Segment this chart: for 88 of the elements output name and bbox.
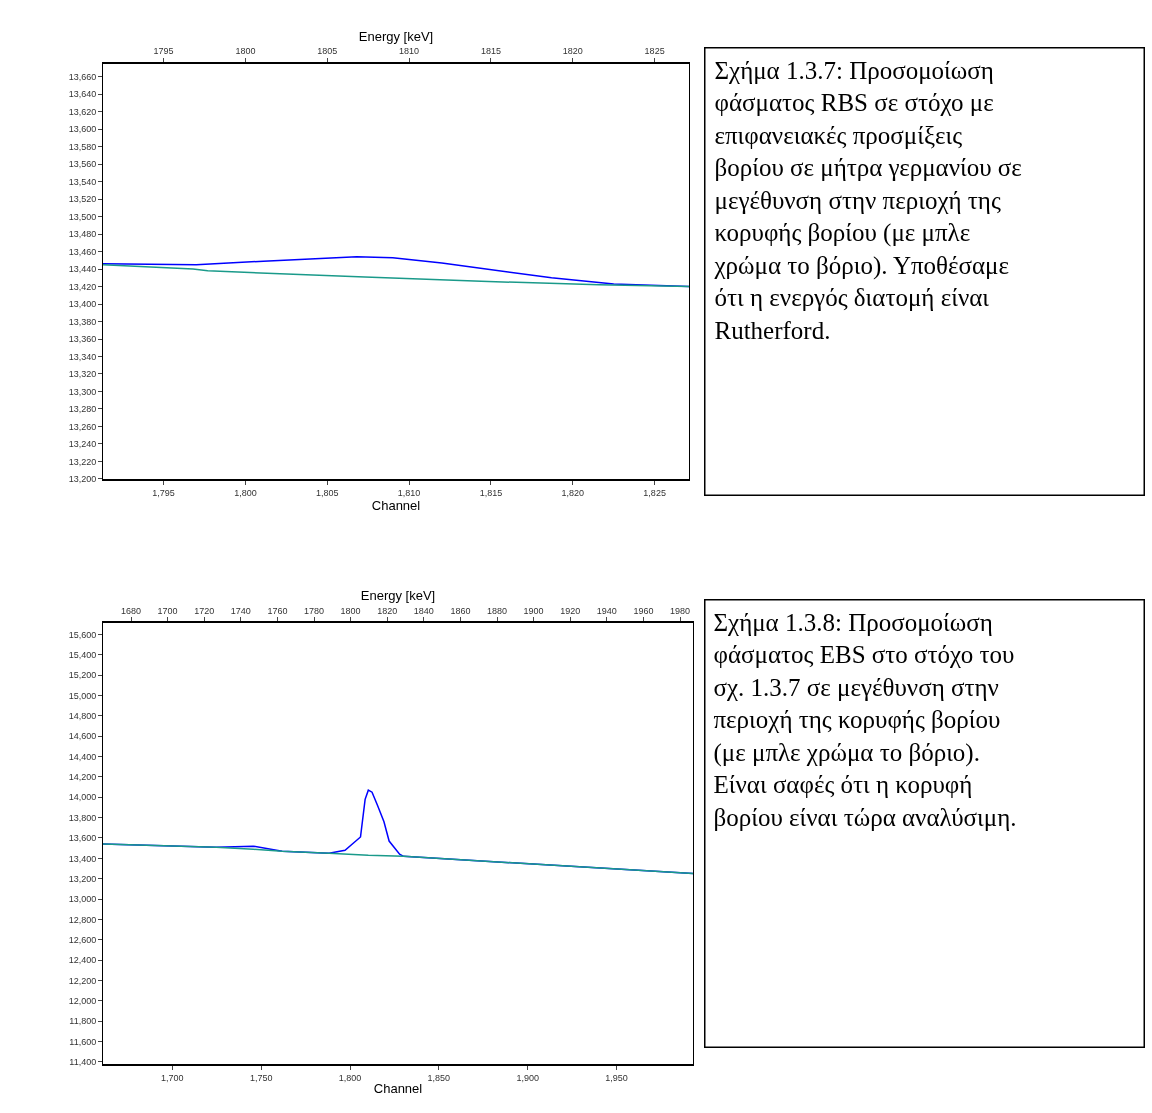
y-tick-label: 13,260 — [68, 421, 97, 432]
y-tick-label: 13,220 — [68, 456, 97, 467]
x-tick-label: 1,900 — [516, 1073, 539, 1083]
x-axis-title: Channel — [373, 1081, 423, 1097]
y-tick-label: 13,200 — [68, 473, 97, 484]
x-tick-label: 1,815 — [479, 487, 503, 498]
x2-tick-label: 1940 — [596, 605, 617, 616]
x-tick-label: 1,950 — [605, 1073, 628, 1083]
x2-tick-label: 1840 — [413, 605, 434, 616]
x2-tick-label: 1800 — [340, 605, 361, 616]
y-tick-label: 13,640 — [68, 89, 97, 100]
x-tick-label: 1,800 — [234, 487, 257, 498]
x2-tick-label: 1760 — [267, 605, 288, 616]
y-tick-label: 13,400 — [68, 853, 97, 864]
y-tick-label: 13,600 — [68, 124, 97, 135]
y-tick-label: 13,660 — [68, 71, 97, 82]
x2-tick-label: 1900 — [523, 605, 544, 616]
x-axis-title: Channel — [371, 497, 421, 513]
y-tick-label: 14,400 — [68, 751, 97, 762]
y-tick-label: 11,800 — [69, 1016, 97, 1027]
y-tick-label: 13,400 — [68, 299, 97, 310]
y-tick-label: 13,560 — [68, 159, 97, 170]
text: Σχήμα 1.3.8: Προσομοίωση φάσματος EBS στο στόχο του σχ. 1.3.7 σε μεγέθυνση στην περιοχή της κορυφής βορίου (με μπλε χρώμα το βόριο). Είναι σαφές ότι η κορυφή βορίου είναι τώρα αναλύσιμη. — [713, 608, 1017, 831]
y-tick-label: 13,200 — [68, 873, 97, 884]
x2-tick-label: 1700 — [157, 605, 178, 616]
y-tick-label: 13,500 — [68, 211, 97, 222]
y-tick-label: 13,300 — [68, 386, 97, 397]
x-tick-label: 1,825 — [643, 487, 666, 498]
y-tick-label: 14,600 — [68, 731, 97, 742]
x2-tick-label: 1680 — [120, 605, 142, 616]
y-tick-label: 13,320 — [68, 369, 97, 380]
y-tick-label: 14,800 — [68, 711, 97, 722]
x2-tick-label: 1820 — [377, 605, 398, 616]
y-tick-label: 13,540 — [68, 176, 97, 187]
y-tick-label: 15,400 — [68, 649, 97, 660]
y-tick-label: 12,800 — [68, 914, 97, 925]
x-tick-label: 1,700 — [161, 1073, 184, 1083]
y-tick-label: 13,800 — [68, 812, 97, 823]
y-tick-label: 13,480 — [68, 229, 97, 240]
x2-tick-label: 1920 — [560, 605, 581, 616]
x2-tick-label: 1800 — [235, 46, 256, 57]
y-tick-label: 15,200 — [68, 670, 97, 681]
y-tick-label: 13,520 — [68, 194, 97, 205]
y-tick-label: 13,420 — [68, 281, 97, 292]
x2-tick-label: 1805 — [317, 46, 338, 57]
y-tick-label: 13,340 — [68, 351, 97, 362]
y-tick-label: 13,600 — [68, 833, 97, 844]
x2-tick-label: 1880 — [486, 605, 508, 616]
x2-axis-title: Energy [keV] — [358, 28, 434, 44]
y-tick-label: 13,360 — [68, 334, 97, 345]
y-tick-label: 14,200 — [68, 772, 97, 783]
x-tick-label: 1,750 — [249, 1073, 273, 1083]
y-tick-label: 13,440 — [68, 264, 97, 275]
x-tick-label: 1,820 — [561, 487, 585, 498]
y-tick-label: 13,380 — [68, 316, 97, 327]
x2-tick-label: 1980 — [669, 605, 691, 616]
x2-tick-label: 1815 — [480, 46, 501, 57]
x-tick-label: 1,805 — [315, 487, 339, 498]
x2-tick-label: 1825 — [644, 46, 665, 57]
x2-tick-label: 1780 — [303, 605, 325, 616]
y-tick-label: 11,400 — [69, 1057, 97, 1068]
y-tick-label: 13,000 — [68, 894, 97, 905]
text: Σχήμα 1.3.7: Προσομοίωση φάσματος RBS σε στόχο με επιφανειακές προσμίξεις βορίου σε μήτρα γερμανίου σε μεγέθυνση στην περιοχή της κορυφής βορίου (με μπλε χρώμα το βόριο). Υποθέσαμε ότι η ενεργός διατομή είναι Rutherford. — [714, 56, 1022, 344]
x-tick-label: 1,800 — [338, 1073, 362, 1083]
x2-tick-label: 1820 — [562, 46, 583, 57]
y-tick-label: 12,400 — [68, 955, 97, 966]
y-tick-label: 15,600 — [68, 629, 97, 640]
y-tick-label: 13,580 — [68, 141, 97, 152]
y-tick-label: 13,280 — [68, 404, 97, 415]
x2-tick-label: 1795 — [153, 46, 174, 57]
y-tick-label: 13,460 — [68, 246, 97, 257]
y-tick-label: 13,240 — [68, 439, 97, 450]
y-tick-label: 15,000 — [68, 690, 97, 701]
x2-tick-label: 1810 — [399, 46, 420, 57]
y-tick-label: 13,620 — [68, 106, 97, 117]
x-tick-label: 1,810 — [397, 487, 421, 498]
x-tick-label: 1,850 — [427, 1073, 451, 1083]
x2-tick-label: 1740 — [230, 605, 251, 616]
x2-tick-label: 1860 — [450, 605, 471, 616]
y-tick-label: 11,600 — [69, 1036, 97, 1047]
x2-tick-label: 1960 — [633, 605, 654, 616]
y-tick-label: 12,200 — [68, 975, 97, 986]
y-tick-label: 12,600 — [68, 934, 97, 945]
x-tick-label: 1,795 — [152, 487, 175, 498]
x2-axis-title: Energy [keV] — [360, 588, 436, 604]
y-tick-label: 12,000 — [68, 995, 97, 1006]
x2-tick-label: 1720 — [194, 605, 215, 616]
y-tick-label: 14,000 — [68, 792, 97, 803]
